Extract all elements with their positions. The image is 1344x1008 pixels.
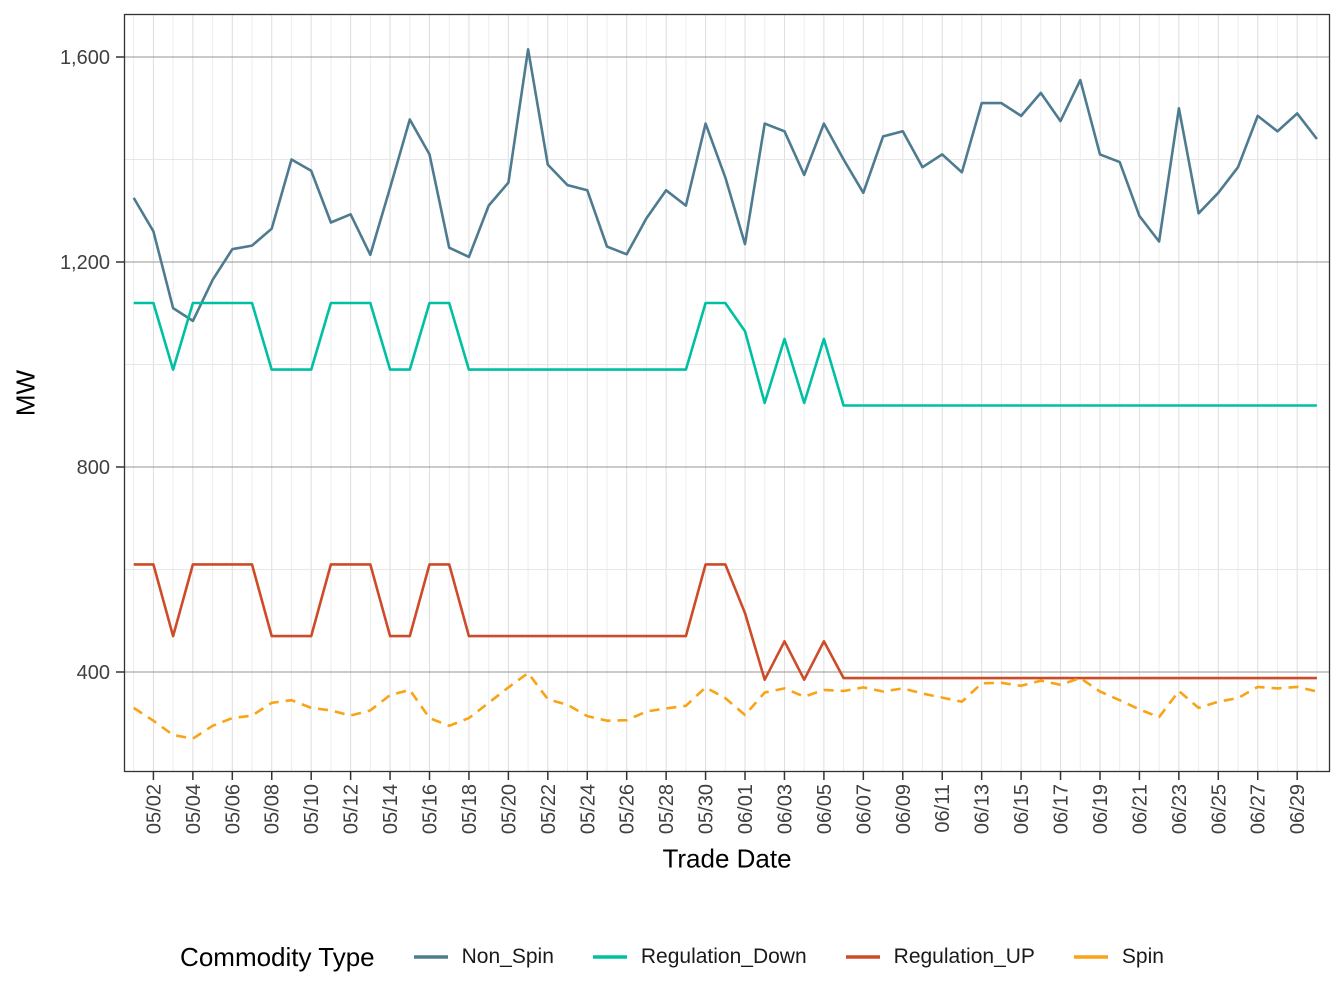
legend-item-regulation_down: Regulation_Down xyxy=(592,945,807,969)
series-line-non_spin xyxy=(132,47,1318,323)
legend-key-line-icon xyxy=(1073,955,1108,959)
x-axis-title: Trade Date xyxy=(662,843,792,874)
x-tick-label: 06/03 xyxy=(774,784,796,834)
legend-item-spin: Spin xyxy=(1073,945,1164,969)
x-tick-label: 06/17 xyxy=(1051,784,1073,834)
x-tick-label: 05/14 xyxy=(380,784,402,834)
legend-title: Commodity Type xyxy=(180,941,375,972)
x-tick-label: 05/12 xyxy=(341,784,363,834)
panel-background xyxy=(124,14,1330,772)
y-tick-label: 1,200 xyxy=(60,252,110,274)
legend-key-line-icon xyxy=(592,955,627,959)
x-tick-label: 05/26 xyxy=(617,784,639,834)
x-tick-label: 05/04 xyxy=(183,784,205,834)
x-tick-label: 06/15 xyxy=(1011,784,1033,834)
legend-label: Non_Spin xyxy=(461,945,554,968)
x-tick-label: 06/05 xyxy=(814,784,836,834)
series-line-regulation_down xyxy=(133,301,1317,407)
legend-label: Spin xyxy=(1121,945,1164,968)
x-tick-label: 05/24 xyxy=(577,784,599,834)
x-tick-label: 05/28 xyxy=(656,784,678,834)
x-tick-label: 05/10 xyxy=(301,784,323,834)
x-tick-label: 05/02 xyxy=(143,784,165,834)
x-tick-label: 06/27 xyxy=(1248,784,1270,834)
y-axis-title: MW xyxy=(10,369,41,417)
x-tick-label: 05/18 xyxy=(459,784,481,834)
x-tick-label: 06/11 xyxy=(932,784,954,833)
x-tick-label: 06/01 xyxy=(735,784,757,834)
x-tick-label: 06/19 xyxy=(1090,784,1112,834)
legend-key-line-icon xyxy=(845,955,880,959)
y-tick-label: 400 xyxy=(77,662,110,684)
x-tick-label: 06/21 xyxy=(1129,784,1151,834)
legend: Commodity Type Non_Spin Regulation_Down Re… xyxy=(0,932,1344,982)
x-tick-label: 06/29 xyxy=(1287,784,1309,834)
x-tick-label: 05/06 xyxy=(222,784,244,834)
series-line-spin xyxy=(132,671,1318,740)
x-tick-label: 05/20 xyxy=(498,784,520,834)
panel-border xyxy=(123,13,1331,773)
x-tick-label: 06/25 xyxy=(1208,784,1230,834)
legend-item-non_spin: Non_Spin xyxy=(413,945,554,969)
x-tick-label: 05/16 xyxy=(420,784,442,834)
x-tick-label: 05/30 xyxy=(696,784,718,834)
x-tick-label: 06/09 xyxy=(893,784,915,834)
legend-label: Regulation_UP xyxy=(893,945,1035,968)
x-tick-label: 05/08 xyxy=(262,784,284,834)
legend-key-line-icon xyxy=(413,955,448,959)
x-tick-label: 06/07 xyxy=(853,784,875,834)
y-tick-label: 800 xyxy=(77,457,110,479)
x-tick-label: 05/22 xyxy=(538,784,560,834)
x-tick-label: 06/23 xyxy=(1169,784,1191,834)
x-tick-label: 06/13 xyxy=(972,784,994,834)
legend-item-regulation_up: Regulation_UP xyxy=(845,945,1035,969)
legend-label: Regulation_Down xyxy=(640,945,807,968)
series-line-regulation_up xyxy=(133,563,1317,682)
y-tick-label: 1,600 xyxy=(60,47,110,69)
